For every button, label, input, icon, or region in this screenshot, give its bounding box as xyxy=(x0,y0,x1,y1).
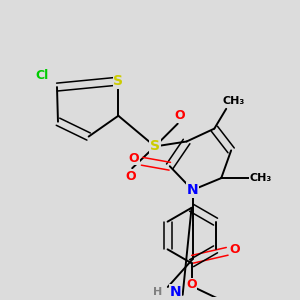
Text: N: N xyxy=(170,285,182,299)
Text: S: S xyxy=(150,140,160,153)
Text: CH₃: CH₃ xyxy=(223,96,245,106)
Text: O: O xyxy=(129,152,140,165)
Text: O: O xyxy=(125,169,136,183)
Text: H: H xyxy=(153,287,163,297)
Text: O: O xyxy=(174,109,185,122)
Text: CH₃: CH₃ xyxy=(250,173,272,183)
Text: O: O xyxy=(186,278,197,292)
Text: O: O xyxy=(230,243,240,256)
Text: S: S xyxy=(113,74,123,88)
Text: Cl: Cl xyxy=(35,69,49,82)
Text: N: N xyxy=(187,183,198,197)
